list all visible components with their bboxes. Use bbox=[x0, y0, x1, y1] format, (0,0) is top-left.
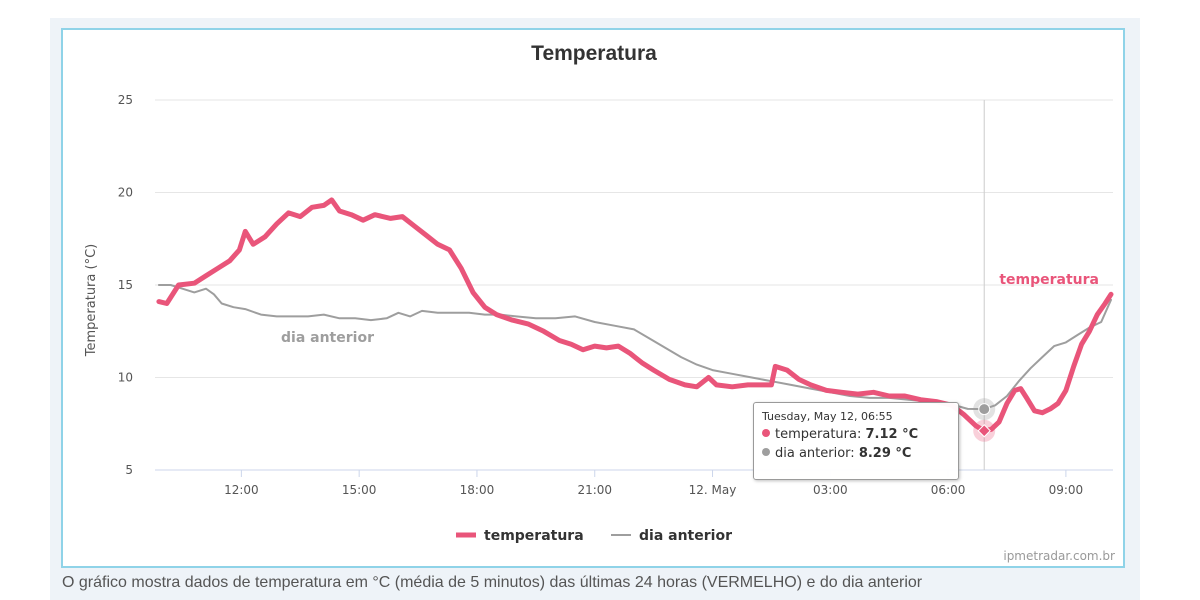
tooltip-series-name: temperatura bbox=[775, 427, 857, 442]
chart-tooltip: Tuesday, May 12, 06:55 temperatura: 7.12… bbox=[753, 402, 959, 480]
x-tick-label: 18:00 bbox=[460, 483, 495, 497]
series-label-temperatura: temperatura bbox=[999, 272, 1099, 288]
tooltip-row-dia-anterior: dia anterior: 8.29 °C bbox=[762, 444, 950, 463]
y-tick-label: 15 bbox=[118, 278, 133, 292]
x-tick-label: 03:00 bbox=[813, 483, 848, 497]
chart-caption: O gráfico mostra dados de temperatura em… bbox=[62, 574, 923, 591]
chart-container: Temperatura 5 10 15 20 25 12:00 15:00 18:00 21:00… bbox=[61, 28, 1125, 568]
x-tick-label: 15:00 bbox=[342, 483, 377, 497]
hover-marker-dia-anterior bbox=[978, 403, 991, 416]
tooltip-separator: : bbox=[850, 446, 859, 461]
series-line-dia-anterior bbox=[157, 284, 1112, 411]
tooltip-dot-dia-anterior bbox=[762, 448, 770, 456]
temperature-chart: Temperatura 5 10 15 20 25 12:00 15:00 18:00 21:00… bbox=[84, 42, 1115, 563]
series-line-temperatura bbox=[156, 197, 1114, 434]
tooltip-dot-temperatura bbox=[762, 429, 770, 437]
y-tick-label: 25 bbox=[118, 93, 133, 107]
y-tick-label: 20 bbox=[118, 186, 133, 200]
legend-label-dia-anterior: dia anterior bbox=[639, 528, 732, 544]
tooltip-value: 7.12 °C bbox=[865, 427, 919, 442]
chart-title: Temperatura bbox=[531, 42, 657, 65]
y-axis-label: Temperatura (°C) bbox=[84, 244, 99, 357]
x-tick-label: 12:00 bbox=[224, 483, 259, 497]
x-tick-label: 09:00 bbox=[1049, 483, 1084, 497]
y-tick-label: 5 bbox=[125, 463, 133, 477]
tooltip-series-name: dia anterior bbox=[775, 446, 851, 461]
tooltip-row-temperatura: temperatura: 7.12 °C bbox=[762, 425, 950, 444]
x-tick-label: 06:00 bbox=[931, 483, 966, 497]
tooltip-value: 8.29 °C bbox=[858, 446, 912, 461]
tooltip-separator: : bbox=[856, 427, 866, 442]
x-tick-label: 21:00 bbox=[577, 483, 612, 497]
hover-marker-temperatura bbox=[977, 424, 991, 438]
x-tick-label: 12. May bbox=[689, 483, 737, 497]
legend-label-temperatura: temperatura bbox=[484, 528, 584, 544]
y-tick-label: 10 bbox=[118, 371, 133, 385]
chart-credit: ipmetradar.com.br bbox=[1003, 549, 1115, 563]
tooltip-date: Tuesday, May 12, 06:55 bbox=[762, 410, 893, 423]
series-label-dia-anterior: dia anterior bbox=[281, 330, 374, 346]
